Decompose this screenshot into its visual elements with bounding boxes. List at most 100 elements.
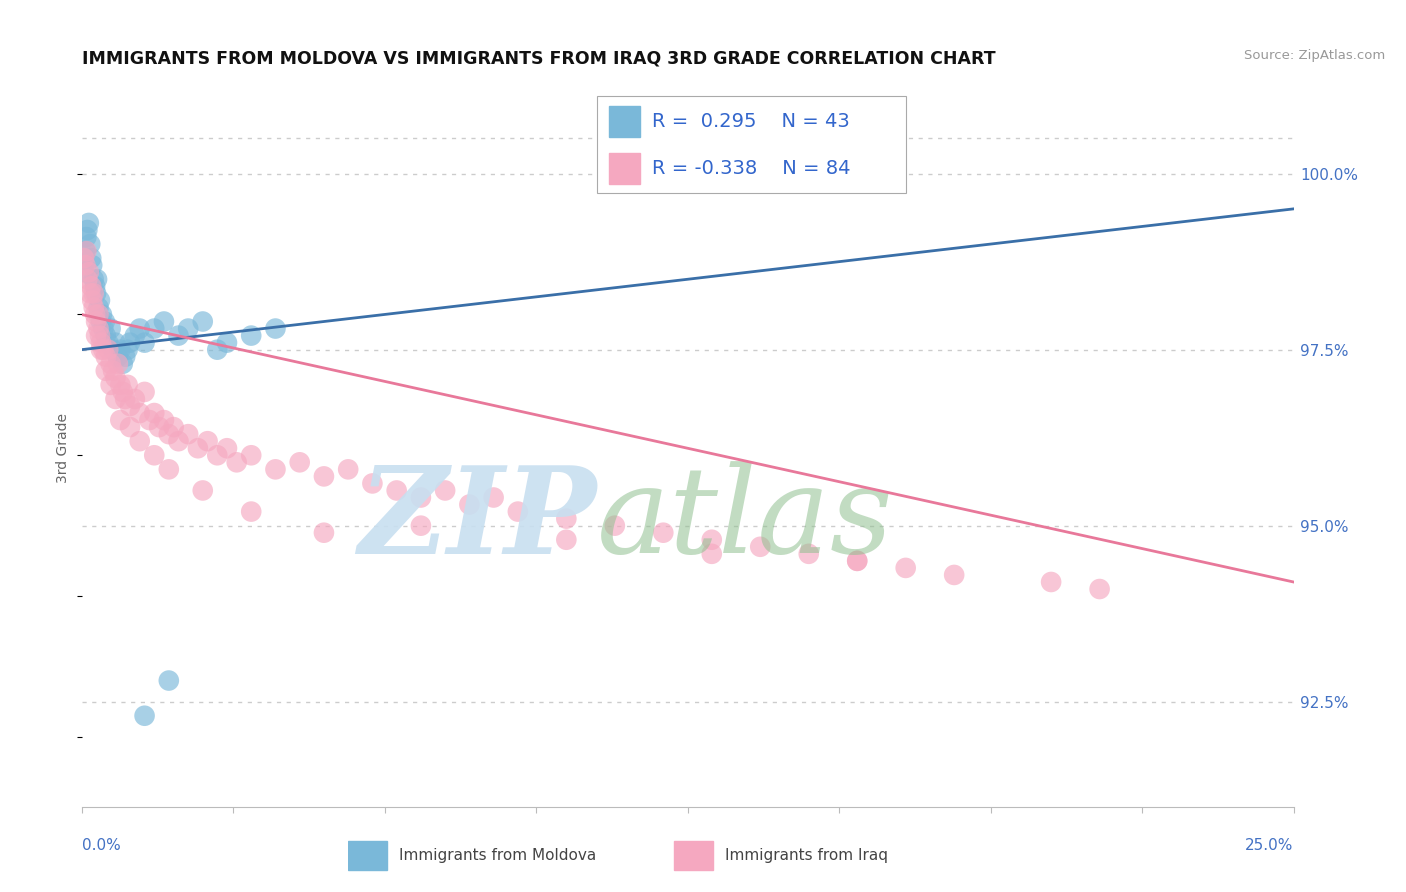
- Point: [225, 455, 247, 469]
- Point: [1088, 582, 1111, 596]
- Point: [82, 293, 104, 308]
- Point: [128, 434, 150, 449]
- Point: [94, 364, 117, 378]
- Point: [97, 335, 120, 350]
- Point: [84, 279, 107, 293]
- Point: [215, 335, 238, 350]
- Point: [177, 321, 200, 335]
- Point: [89, 328, 111, 343]
- Point: [104, 371, 127, 385]
- Point: [138, 413, 160, 427]
- Point: [101, 364, 124, 378]
- Point: [312, 469, 335, 483]
- Point: [114, 350, 136, 364]
- Point: [118, 399, 141, 413]
- Point: [73, 251, 96, 265]
- Point: [124, 392, 146, 406]
- Point: [240, 448, 263, 462]
- Point: [77, 216, 100, 230]
- Point: [110, 377, 132, 392]
- Point: [100, 321, 122, 335]
- Point: [240, 505, 263, 519]
- Text: IMMIGRANTS FROM MOLDOVA VS IMMIGRANTS FROM IRAQ 3RD GRADE CORRELATION CHART: IMMIGRANTS FROM MOLDOVA VS IMMIGRANTS FR…: [82, 49, 995, 67]
- Point: [94, 350, 117, 364]
- Point: [75, 258, 97, 272]
- Point: [83, 272, 105, 286]
- Point: [361, 476, 384, 491]
- Point: [89, 293, 111, 308]
- Point: [482, 491, 505, 505]
- Point: [153, 413, 176, 427]
- Point: [148, 420, 170, 434]
- Point: [117, 343, 139, 357]
- Point: [700, 547, 723, 561]
- Point: [77, 265, 100, 279]
- Point: [157, 462, 180, 476]
- Point: [207, 343, 229, 357]
- Point: [134, 708, 156, 723]
- Point: [118, 335, 141, 350]
- Point: [118, 420, 141, 434]
- Point: [73, 265, 96, 279]
- Point: [75, 230, 97, 244]
- Point: [80, 251, 103, 265]
- Point: [104, 335, 127, 350]
- Point: [76, 272, 98, 286]
- Point: [97, 343, 120, 357]
- Point: [187, 442, 209, 456]
- Point: [107, 357, 129, 371]
- Point: [191, 314, 214, 328]
- Point: [409, 518, 432, 533]
- Point: [82, 258, 104, 272]
- Point: [409, 491, 432, 505]
- Point: [264, 462, 287, 476]
- Bar: [673, 841, 713, 870]
- Point: [134, 384, 156, 399]
- Point: [197, 434, 219, 449]
- Text: atlas: atlas: [596, 461, 893, 579]
- Point: [84, 328, 107, 343]
- Point: [264, 321, 287, 335]
- Point: [83, 301, 105, 315]
- Point: [143, 448, 166, 462]
- Point: [337, 462, 360, 476]
- Point: [90, 335, 112, 350]
- Point: [555, 533, 578, 547]
- Point: [555, 511, 578, 525]
- Point: [80, 279, 103, 293]
- Point: [894, 561, 917, 575]
- Text: Immigrants from Moldova: Immigrants from Moldova: [399, 848, 596, 863]
- Point: [797, 547, 820, 561]
- Point: [84, 314, 107, 328]
- Point: [288, 455, 311, 469]
- Point: [94, 314, 117, 328]
- Point: [110, 413, 132, 427]
- Point: [79, 286, 101, 301]
- Point: [846, 554, 869, 568]
- Point: [76, 223, 98, 237]
- Point: [114, 392, 136, 406]
- Point: [385, 483, 408, 498]
- Text: Source: ZipAtlas.com: Source: ZipAtlas.com: [1244, 49, 1385, 62]
- Text: ZIP: ZIP: [359, 461, 596, 579]
- Point: [700, 533, 723, 547]
- Point: [312, 525, 335, 540]
- Point: [75, 244, 97, 259]
- Point: [506, 505, 529, 519]
- Point: [652, 525, 675, 540]
- Bar: [349, 841, 387, 870]
- Point: [128, 321, 150, 335]
- Point: [94, 328, 117, 343]
- Y-axis label: 3rd Grade: 3rd Grade: [56, 413, 70, 483]
- Point: [603, 518, 626, 533]
- Point: [749, 540, 772, 554]
- Point: [117, 377, 139, 392]
- Point: [101, 343, 124, 357]
- Bar: [609, 153, 640, 184]
- Point: [90, 314, 112, 328]
- Point: [191, 483, 214, 498]
- Point: [846, 554, 869, 568]
- Point: [143, 406, 166, 420]
- Point: [84, 308, 107, 322]
- Point: [943, 568, 966, 582]
